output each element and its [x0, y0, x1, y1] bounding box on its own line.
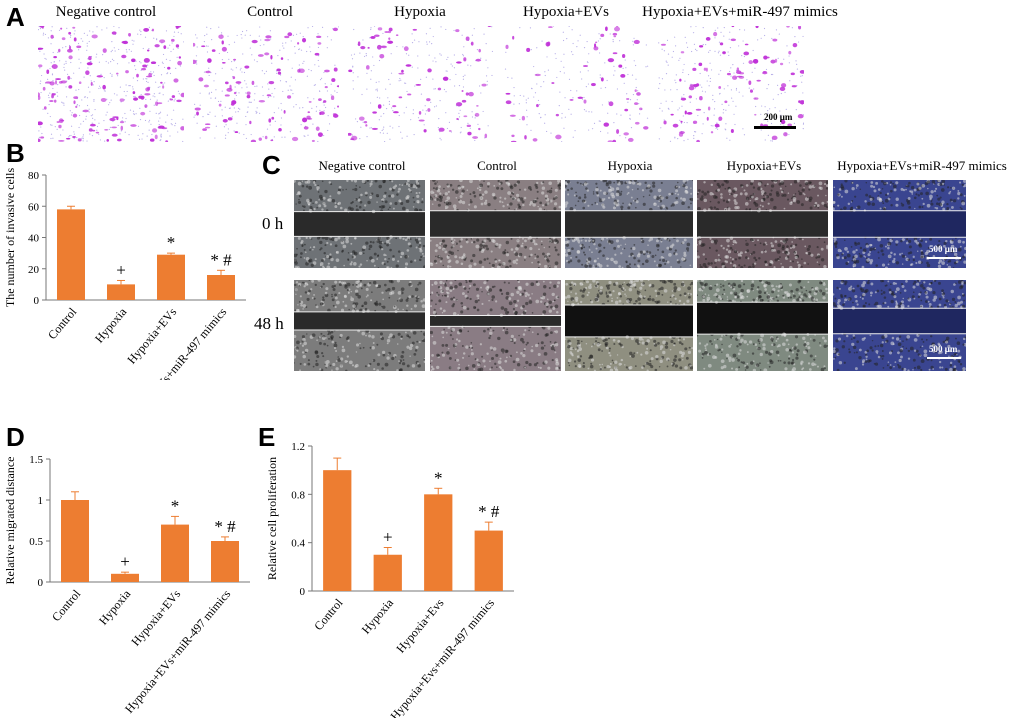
bar-3 [474, 530, 503, 591]
panel-c-title-hypoxia: Hypoxia [607, 158, 653, 173]
bar-1 [373, 554, 402, 591]
y-tick-label: 1.5 [29, 454, 43, 466]
wound-48h-control [430, 280, 561, 371]
bar-0 [323, 470, 352, 591]
y-tick-label: 1 [38, 495, 44, 507]
significance-marker-3: * # [210, 250, 232, 269]
significance-marker-3: * # [214, 517, 236, 536]
wound-48h-negative-control [294, 280, 425, 371]
panel-label-e: E [258, 422, 276, 452]
x-tick-label-2: Hypoxia+EVs [128, 587, 183, 649]
panel-label-a: A [6, 2, 25, 32]
y-tick-label: 0 [300, 586, 306, 598]
bar-2 [161, 524, 189, 582]
wound-0h-hypoxia-evs [697, 180, 828, 268]
significance-marker-1: + [116, 260, 126, 279]
y-axis-label: The number of invasive cells [3, 168, 17, 308]
significance-marker-1: + [383, 528, 393, 547]
y-axis-label: Relative migrated distance [3, 457, 17, 585]
migrated-distance-bar-chart: 0 0.5 1 1.5 Relative migrated distance Contro… [3, 454, 250, 716]
panel-c-title-hypoxia-evs-mimics: Hypoxia+EVs+miR-497 mimics [837, 158, 1007, 173]
y-axis-label: Relative cell proliferation [265, 457, 279, 580]
y-tick-label: 0 [34, 295, 40, 307]
transwell-image-hypoxia-evs [503, 26, 649, 142]
panel-a-title-control: Control [247, 4, 293, 20]
y-tick-label: 1.2 [291, 441, 305, 453]
y-tick-label: 80 [28, 170, 40, 182]
y-tick-label: 0 [38, 577, 44, 589]
transwell-image-control [193, 26, 339, 142]
scale-bar-label-c-48h: 500 μm [929, 344, 958, 354]
wound-48h-hypoxia-evs-mimics: 500 μm [833, 280, 966, 371]
significance-marker-2: * [171, 496, 180, 515]
transwell-image-hypoxia [348, 26, 494, 142]
scale-bar-c-0h [927, 257, 961, 259]
x-tick-label-2: Hypoxia+EVs [124, 305, 179, 367]
bar-2 [424, 494, 453, 591]
x-tick-label-0: Control [49, 586, 84, 624]
x-tick-label-3: Hypoxia+EVs+miR-497 mimics [122, 587, 234, 716]
y-tick-label: 0.8 [291, 489, 305, 501]
wound-0h-control [430, 180, 561, 268]
panel-c-title-negative-control: Negative control [318, 158, 406, 173]
transwell-image-negative-control [38, 26, 184, 142]
significance-marker-2: * [434, 468, 443, 487]
y-tick-label: 0.5 [29, 536, 43, 548]
cell-proliferation-bar-chart: 0 0.4 0.8 1.2 Relative cell proliferation Con… [265, 441, 514, 718]
significance-marker-2: * [167, 233, 176, 252]
panel-a-title-hypoxia: Hypoxia [394, 4, 446, 20]
wound-0h-hypoxia-evs-mimics: 500 μm [833, 180, 966, 268]
transwell-image-hypoxia-evs-mimics: 200 μm [658, 26, 804, 142]
invasive-cells-bar-chart: 0 20 40 60 80 The number of invasive cells Con… [3, 168, 246, 380]
y-tick-label: 40 [28, 233, 40, 245]
wound-0h-hypoxia [565, 180, 693, 268]
bar-2 [157, 254, 185, 300]
panel-a-title-hypoxia-evs-mimics: Hypoxia+EVs+miR-497 mimics [642, 4, 838, 20]
x-tick-label-1: Hypoxia [92, 304, 130, 345]
y-tick-label: 60 [28, 201, 40, 213]
bar-0 [57, 209, 85, 300]
panel-a-title-negative-control: Negative control [55, 4, 157, 20]
wound-48h-hypoxia-evs [697, 280, 828, 371]
bar-1 [107, 284, 135, 300]
x-tick-label-1: Hypoxia [96, 586, 134, 627]
bar-0 [61, 500, 89, 582]
scale-bar-c-48h [927, 357, 961, 359]
bar-3 [207, 275, 235, 300]
y-tick-label: 0.4 [291, 538, 305, 550]
x-tick-label-1: Hypoxia [359, 595, 397, 636]
row-label-48h: 48 h [254, 314, 284, 333]
wound-48h-hypoxia [565, 280, 693, 371]
x-tick-label-0: Control [45, 304, 80, 342]
panel-c-title-control: Control [477, 158, 517, 173]
significance-marker-1: + [120, 552, 130, 571]
panel-label-b: B [6, 138, 25, 168]
significance-marker-3: * # [478, 502, 500, 521]
panel-label-c: C [262, 150, 281, 180]
row-label-0h: 0 h [262, 214, 284, 233]
bar-3 [211, 541, 239, 582]
panel-label-d: D [6, 422, 25, 452]
panel-c-title-hypoxia-evs: Hypoxia+EVs [726, 158, 802, 173]
x-tick-label-2: Hypoxia+Evs [393, 596, 446, 656]
scale-bar-a [754, 126, 796, 129]
x-tick-label-0: Control [311, 595, 346, 633]
x-tick-label-3: Hypoxia+Evs+miR-497 mimics [387, 596, 497, 718]
scale-bar-label-c-0h: 500 μm [929, 244, 958, 254]
scale-bar-label-a: 200 μm [764, 112, 793, 122]
y-tick-label: 20 [28, 264, 40, 276]
panel-a-title-hypoxia-evs: Hypoxia+EVs [523, 4, 609, 20]
wound-0h-negative-control [294, 180, 425, 268]
bar-1 [111, 573, 139, 582]
